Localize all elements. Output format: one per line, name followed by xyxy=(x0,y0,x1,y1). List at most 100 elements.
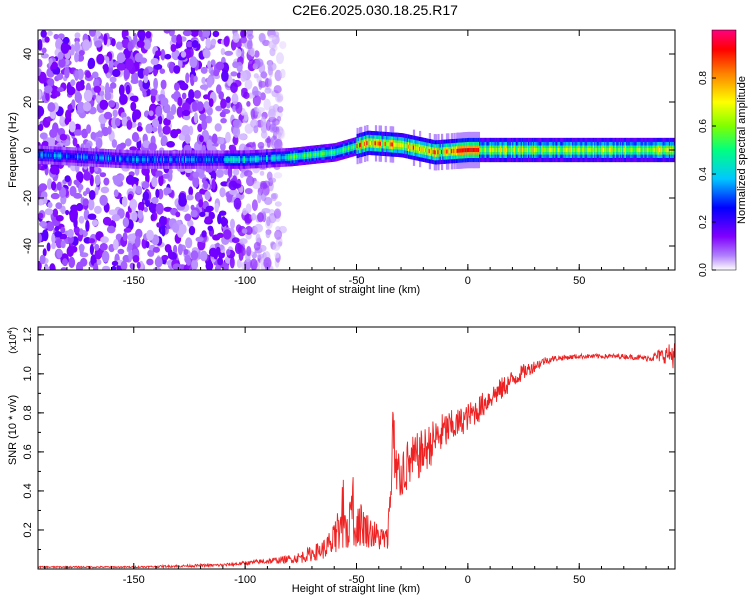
noise-blob xyxy=(145,124,152,134)
noise-blob xyxy=(61,42,70,54)
noise-blob xyxy=(82,39,90,51)
noise-blob xyxy=(88,60,94,69)
noise-blob xyxy=(269,106,276,116)
noise-blob xyxy=(114,189,119,197)
colorbar-tick-label: 0.6 xyxy=(698,119,709,133)
noise-blob xyxy=(175,129,181,134)
noise-blob xyxy=(76,262,83,274)
noise-blob xyxy=(132,211,138,221)
noise-blob xyxy=(36,89,42,99)
noise-blob xyxy=(184,214,191,222)
noise-blob xyxy=(155,50,161,56)
snr-y-label: SNR (10 * v/v) xyxy=(7,395,19,465)
noise-blob xyxy=(113,110,118,118)
spectrogram-x-label: Height of straight line (km) xyxy=(292,284,420,296)
x-tick-label: -100 xyxy=(234,574,256,586)
noise-blob xyxy=(193,76,197,82)
noise-blob xyxy=(254,73,259,78)
x-tick-label: -100 xyxy=(234,275,256,287)
noise-blob xyxy=(185,134,191,144)
noise-blob xyxy=(103,217,112,226)
noise-blob xyxy=(172,223,179,233)
noise-blob xyxy=(236,49,242,58)
noise-blob xyxy=(39,221,47,227)
noise-blob xyxy=(79,50,85,56)
noise-blob xyxy=(261,131,268,139)
noise-blob xyxy=(112,214,121,221)
noise-blob xyxy=(68,257,75,268)
noise-blob xyxy=(137,40,145,48)
noise-blob xyxy=(50,166,59,175)
noise-blob xyxy=(232,237,240,243)
noise-blob xyxy=(263,257,271,269)
noise-blob xyxy=(115,118,121,127)
noise-blob xyxy=(194,112,198,123)
noise-blob xyxy=(44,85,52,93)
noise-blob xyxy=(271,193,277,201)
noise-blob xyxy=(88,199,95,211)
noise-blob xyxy=(164,28,171,34)
noise-blob xyxy=(138,210,144,219)
noise-blob xyxy=(162,126,171,135)
noise-blob xyxy=(202,28,210,38)
noise-blob xyxy=(274,252,279,259)
noise-blob xyxy=(182,110,190,116)
noise-blob xyxy=(92,220,98,226)
noise-blob xyxy=(226,249,231,256)
noise-blob xyxy=(113,175,121,186)
noise-blob xyxy=(143,191,150,201)
noise-blob xyxy=(69,121,76,132)
noise-blob xyxy=(112,139,117,148)
noise-blob xyxy=(173,65,180,74)
noise-blob xyxy=(47,221,54,231)
noise-blob xyxy=(277,95,283,101)
noise-blob xyxy=(57,182,62,191)
noise-blob xyxy=(168,249,173,259)
noise-blob xyxy=(185,73,189,84)
noise-blob xyxy=(99,195,107,206)
noise-blob xyxy=(105,82,109,93)
noise-blob xyxy=(152,119,159,128)
noise-blob xyxy=(65,118,70,125)
noise-blob xyxy=(247,40,253,49)
noise-blob xyxy=(209,98,214,107)
noise-blob xyxy=(146,230,154,241)
noise-blob xyxy=(183,249,188,255)
noise-blob xyxy=(155,257,163,268)
noise-blob xyxy=(155,170,162,176)
snr-x-label: Height of straight line (km) xyxy=(292,583,420,595)
noise-blob xyxy=(178,196,187,207)
noise-blob xyxy=(125,138,132,146)
noise-blob xyxy=(246,176,254,186)
x-tick-label: -150 xyxy=(123,574,145,586)
noise-blob xyxy=(85,71,91,78)
noise-blob xyxy=(38,213,43,219)
noise-blob xyxy=(230,82,238,93)
noise-blob xyxy=(36,106,44,117)
noise-blob xyxy=(166,141,175,148)
noise-blob xyxy=(72,209,78,219)
noise-blob xyxy=(67,246,74,257)
noise-blob xyxy=(89,190,96,200)
noise-blob xyxy=(219,187,225,197)
noise-blob xyxy=(266,120,271,131)
noise-blob xyxy=(229,181,238,191)
spectrogram-y-label: Frequency (Hz) xyxy=(7,112,19,188)
noise-blob xyxy=(180,83,189,91)
colorbar: 0.00.20.40.60.8 Normalized spectral ampl… xyxy=(698,30,748,277)
noise-blob xyxy=(205,191,211,200)
noise-blob xyxy=(155,106,162,117)
noise-blob xyxy=(212,134,218,144)
noise-blob xyxy=(73,217,77,228)
noise-blob xyxy=(132,132,139,142)
noise-blob xyxy=(88,214,97,220)
noise-blob xyxy=(245,188,253,194)
noise-blob xyxy=(136,186,142,194)
noise-blob xyxy=(145,68,149,76)
noise-blob xyxy=(226,96,231,103)
noise-blob xyxy=(277,116,281,122)
noise-blob xyxy=(217,257,223,265)
noise-blob xyxy=(156,222,160,227)
noise-blob xyxy=(191,250,199,260)
